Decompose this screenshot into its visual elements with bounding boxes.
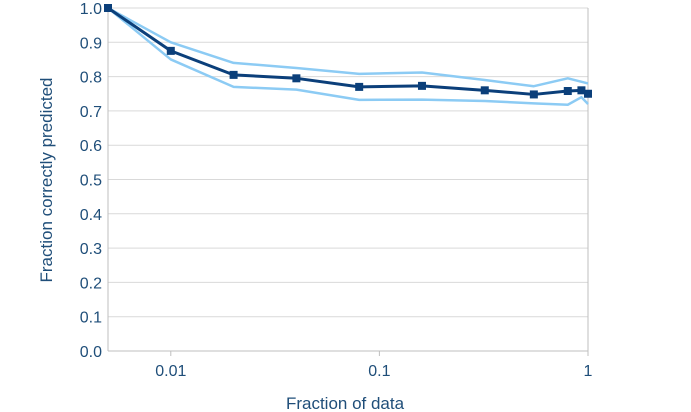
gridlines [108,7,588,352]
data-point [229,70,238,79]
data-point [166,46,175,55]
y-tick-label: 1.0 [80,1,102,18]
y-tick-label: 0.1 [80,310,102,327]
y-tick-label: 0.3 [80,241,102,258]
data-point [529,90,538,99]
y-tick-label: 0.8 [80,70,102,87]
data-point [355,82,364,91]
series-line-mean [107,6,589,96]
y-tick-label: 0.2 [80,275,102,292]
x-tick-label: 0.1 [368,363,390,380]
y-tick-label: 0.6 [80,138,102,155]
data-point [577,86,586,95]
y-tick-label: 0.9 [80,35,102,52]
x-axis-label: Fraction of data [286,394,405,412]
y-tick-label: 0.5 [80,173,102,190]
tick-labels: 0.0 0.1 0.2 0.3 0.4 0.5 0.6 0.7 0.8 0.9 1.0 0.01 0.1… [80,1,593,380]
data-series [104,4,592,106]
axes [107,8,589,356]
data-point [563,87,572,96]
series-line-lower [107,7,589,106]
data-point [417,81,426,90]
data-point [480,86,489,95]
x-tick-label: 0.01 [155,363,186,380]
y-tick-label: 0.7 [80,104,102,121]
y-tick-label: 0.0 [80,344,102,361]
series-line-upper [107,6,589,88]
data-point [104,4,112,12]
y-axis-label: Fraction correctly predicted [37,77,56,282]
data-point [292,74,301,83]
data-point [584,89,592,98]
x-tick-label: 1 [584,363,593,380]
y-tick-label: 0.4 [80,207,102,224]
